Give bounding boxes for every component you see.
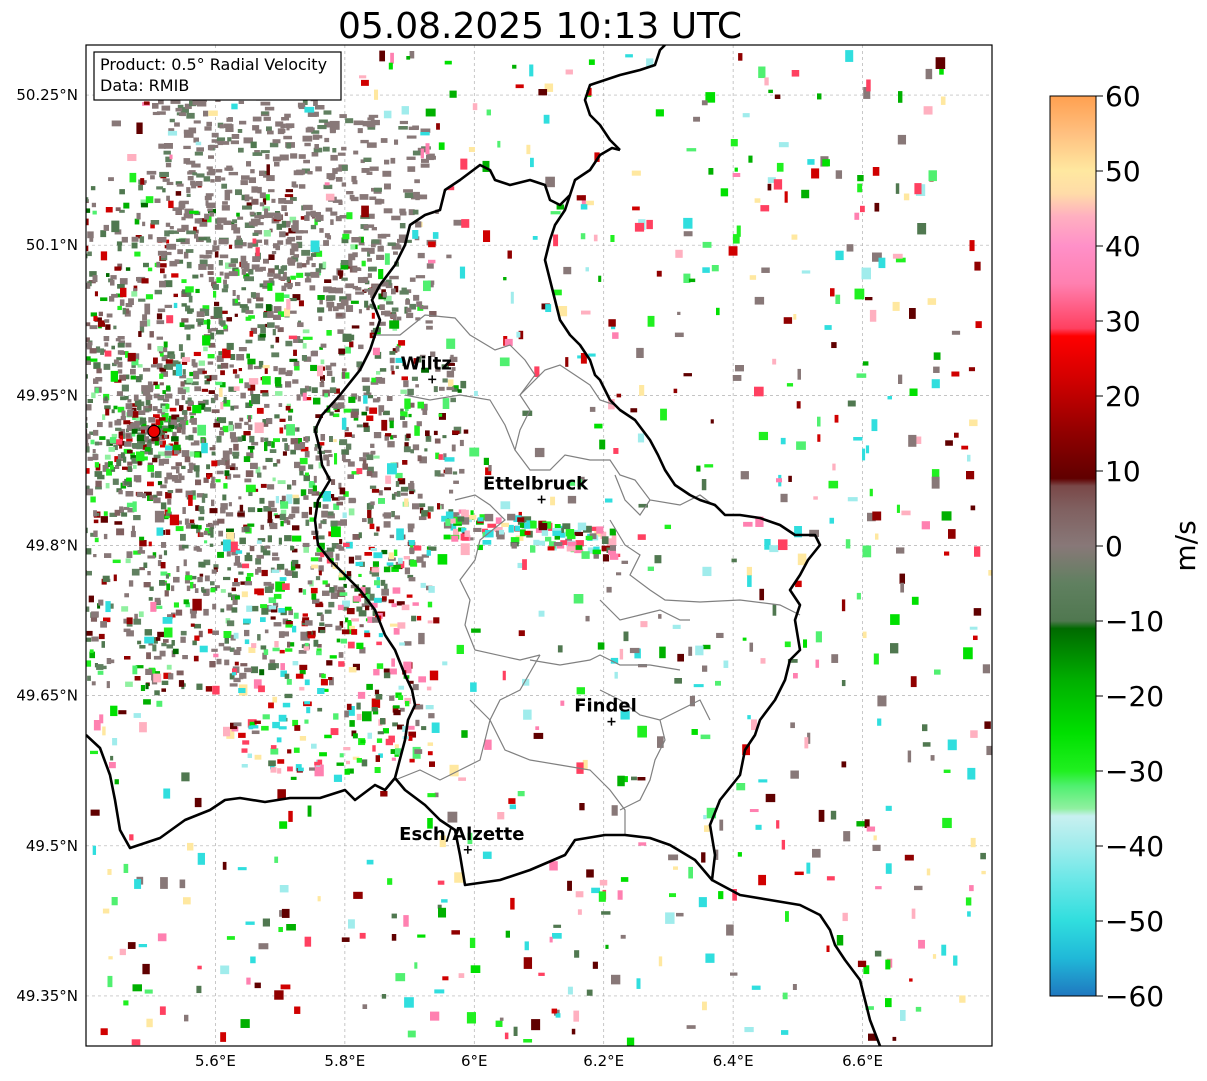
city-label-ettelbruck: Ettelbruck	[483, 473, 589, 494]
national-borders	[86, 45, 882, 1046]
lat-tick-label: 50.25°N	[16, 86, 78, 104]
colorbar-tick-label: 50	[1105, 155, 1141, 188]
colorbar-ticks: 60 50 40 30 20 10 0 −10 −20 −30 −40 −50 −60	[1096, 80, 1164, 1013]
lon-tick-label: 6.6°E	[842, 1052, 883, 1070]
borders-layer	[86, 45, 882, 1046]
lon-tick-label: 6.4°E	[713, 1052, 754, 1070]
canton-line-south1	[529, 654, 681, 671]
colorbar-tick-label: −40	[1105, 830, 1164, 863]
radar-echoes	[86, 50, 992, 1046]
city-marker-esch-alzette	[463, 845, 472, 854]
border-france-germany	[711, 878, 882, 1046]
city-marker-wiltz	[428, 375, 437, 384]
city-findel: Findel	[574, 696, 637, 726]
radar-site-marker	[147, 424, 161, 438]
border-belgium-lux	[86, 146, 621, 850]
colorbar-tick-label: 20	[1105, 380, 1141, 413]
city-marker-ettelbruck	[537, 495, 546, 504]
map-panel: Wiltz Ettelbruck Findel Esch/Alzette Pro…	[85, 44, 993, 1047]
info-box-frame	[93, 51, 342, 101]
city-ettelbruck: Ettelbruck	[483, 473, 589, 504]
lat-tick-label: 49.5°N	[26, 837, 78, 855]
city-esch-alzette: Esch/Alzette	[399, 824, 524, 854]
city-label-findel: Findel	[574, 696, 637, 717]
city-label-wiltz: Wiltz	[401, 353, 452, 374]
canton-line-north	[372, 314, 721, 511]
colorbar-tick-label: −30	[1105, 755, 1164, 788]
city-markers: Wiltz Ettelbruck Findel Esch/Alzette	[399, 353, 637, 854]
colorbar-gradient	[1049, 95, 1097, 997]
lon-tick-label: 6°E	[461, 1052, 488, 1070]
border-lux-germany-france	[394, 194, 822, 887]
lat-tick-label: 49.35°N	[16, 987, 78, 1005]
border-belgium-germany	[583, 45, 666, 151]
longitude-ticks: 5.6°E 5.8°E 6°E 6.2°E 6.4°E 6.6°E	[195, 1052, 883, 1070]
canton-line-east	[609, 519, 801, 616]
canton-line-center	[599, 599, 690, 621]
city-label-esch-alzette: Esch/Alzette	[399, 824, 524, 845]
lon-tick-label: 6.2°E	[583, 1052, 624, 1070]
canton-boundaries	[372, 314, 801, 835]
lat-tick-label: 49.65°N	[16, 687, 78, 705]
colorbar-tick-label: −20	[1105, 680, 1164, 713]
canton-line-northeast	[519, 364, 616, 406]
lat-tick-label: 49.95°N	[16, 386, 78, 404]
canton-line-south3	[599, 689, 666, 811]
info-box: Product: 0.5° Radial Velocity Data: RMIB	[93, 51, 342, 101]
city-marker-findel	[607, 717, 616, 726]
colorbar-tick-label: 0	[1105, 530, 1123, 563]
colorbar-tick-label: −50	[1105, 905, 1164, 938]
colorbar-tick-label: 40	[1105, 230, 1141, 263]
gridlines	[86, 45, 992, 1046]
city-wiltz: Wiltz	[401, 353, 452, 384]
canton-line-west	[454, 494, 541, 661]
colorbar-label: m/s	[1169, 520, 1202, 571]
canton-line-wiltz	[404, 394, 516, 451]
info-product: Product: 0.5° Radial Velocity	[100, 55, 327, 74]
colorbar-tick-label: −10	[1105, 605, 1164, 638]
latitude-ticks: 50.25°N 50.1°N 49.95°N 49.8°N 49.65°N 49.5°N 4…	[16, 86, 78, 1005]
lat-tick-label: 49.8°N	[26, 537, 78, 555]
colorbar-tick-label: 60	[1105, 80, 1141, 113]
colorbar: 60 50 40 30 20 10 0 −10 −20 −30 −40 −50 −60 m/s	[1049, 80, 1202, 1013]
info-source: Data: RMIB	[100, 76, 189, 95]
colorbar-tick-label: 10	[1105, 455, 1141, 488]
canton-line-south4	[659, 699, 711, 721]
colorbar-tick-label: 30	[1105, 305, 1141, 338]
lat-tick-label: 50.1°N	[26, 236, 78, 254]
canton-line-mid	[614, 474, 651, 516]
chart-title: 05.08.2025 10:13 UTC	[338, 6, 742, 47]
lon-tick-label: 5.8°E	[324, 1052, 365, 1070]
canton-line-south2	[489, 654, 626, 835]
lon-tick-label: 5.6°E	[195, 1052, 236, 1070]
colorbar-tick-label: −60	[1105, 980, 1164, 1013]
map-frame	[85, 44, 993, 1047]
